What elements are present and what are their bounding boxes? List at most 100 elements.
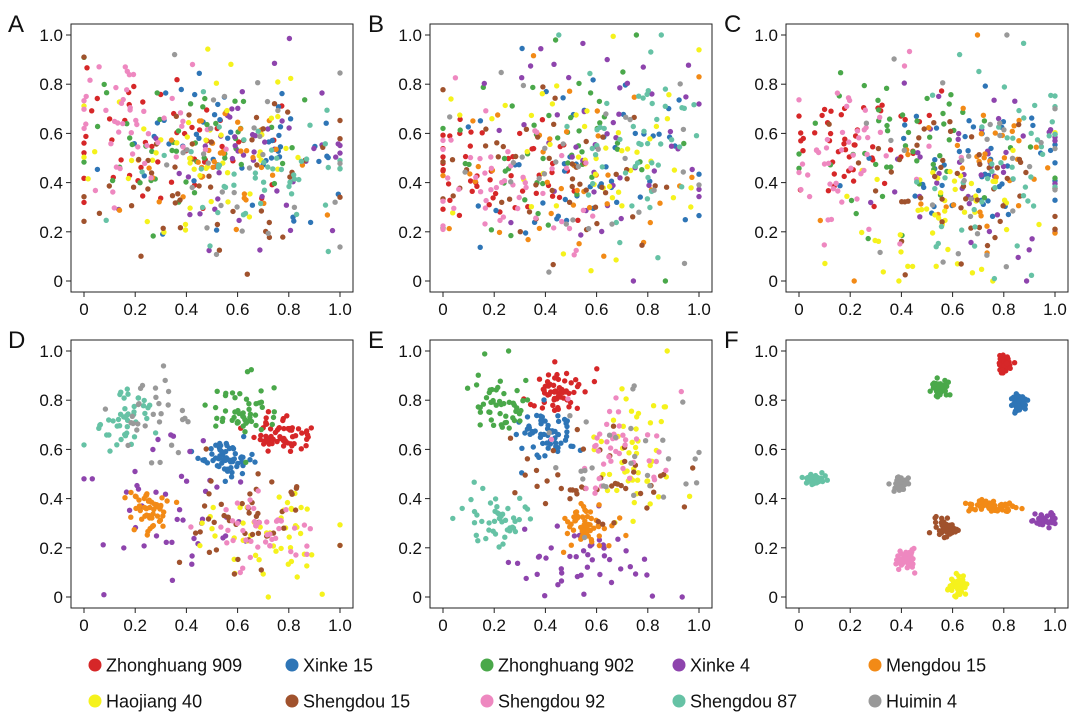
- point-huimin-4: [135, 401, 142, 408]
- point-shengdou-92: [240, 565, 246, 571]
- point-shengdou-87: [517, 495, 523, 501]
- point-mengdou-15: [604, 201, 610, 207]
- point-xinke-4: [640, 64, 646, 70]
- point-xinke-15: [1020, 395, 1026, 402]
- point-zhonghuang-902: [935, 381, 941, 387]
- point-shengdou-15: [902, 272, 908, 278]
- point-shengdou-87: [935, 240, 941, 247]
- point-shengdou-87: [103, 217, 109, 223]
- point-xinke-15: [1016, 398, 1022, 404]
- point-shengdou-15: [258, 208, 265, 214]
- point-shengdou-15: [583, 187, 589, 193]
- point-shengdou-92: [846, 139, 852, 145]
- point-shengdou-92: [854, 128, 861, 134]
- point-zhonghuang-902: [960, 109, 966, 116]
- point-shengdou-92: [180, 118, 186, 125]
- point-shengdou-87: [490, 528, 496, 534]
- point-shengdou-15: [337, 136, 343, 142]
- point-shengdou-15: [169, 193, 176, 199]
- point-xinke-15: [316, 158, 322, 165]
- y-tick-label: 0.4: [398, 490, 422, 509]
- point-zhonghuang-902: [488, 227, 495, 233]
- point-shengdou-87: [131, 434, 138, 440]
- point-huimin-4: [961, 177, 967, 184]
- point-huimin-4: [891, 488, 897, 494]
- point-huimin-4: [168, 442, 175, 448]
- point-shengdou-87: [473, 532, 479, 538]
- point-haojiang-40: [620, 423, 626, 429]
- point-mengdou-15: [578, 500, 584, 507]
- point-xinke-4: [580, 40, 586, 47]
- point-xinke-15: [1029, 115, 1035, 121]
- point-shengdou-15: [644, 505, 650, 511]
- point-zhonghuang-902: [150, 233, 156, 239]
- point-xinke-4: [597, 571, 603, 578]
- point-shengdou-92: [108, 141, 114, 147]
- point-shengdou-87: [122, 406, 128, 412]
- point-xinke-4: [573, 554, 579, 560]
- point-shengdou-15: [500, 143, 506, 150]
- point-shengdou-15: [96, 210, 103, 216]
- point-xinke-4: [966, 200, 972, 207]
- point-mengdou-15: [1009, 128, 1015, 134]
- point-zhonghuang-909: [174, 77, 180, 83]
- point-shengdou-87: [1028, 130, 1034, 136]
- point-mengdou-15: [817, 217, 823, 224]
- point-xinke-4: [168, 432, 174, 438]
- point-mengdou-15: [143, 512, 149, 519]
- point-huimin-4: [130, 420, 136, 427]
- point-mengdou-15: [962, 500, 969, 506]
- point-xinke-15: [656, 131, 662, 137]
- point-shengdou-87: [142, 410, 148, 417]
- point-xinke-4: [214, 484, 220, 490]
- point-shengdou-87: [487, 500, 494, 506]
- point-zhonghuang-909: [288, 441, 294, 447]
- point-haojiang-40: [581, 123, 588, 130]
- point-shengdou-87: [260, 179, 267, 185]
- point-haojiang-40: [635, 410, 642, 417]
- point-zhonghuang-909: [219, 143, 225, 150]
- point-mengdou-15: [150, 511, 156, 517]
- point-xinke-15: [555, 445, 561, 451]
- point-shengdou-15: [540, 84, 546, 90]
- point-xinke-4: [286, 125, 292, 131]
- point-haojiang-40: [644, 478, 650, 484]
- point-xinke-4: [1026, 247, 1032, 253]
- point-mengdou-15: [601, 253, 607, 259]
- point-xinke-15: [568, 443, 574, 449]
- point-shengdou-15: [506, 196, 513, 202]
- point-xinke-4: [1029, 236, 1035, 242]
- point-shengdou-92: [135, 144, 141, 150]
- point-shengdou-15: [905, 198, 911, 204]
- point-shengdou-92: [264, 532, 270, 538]
- point-shengdou-15: [285, 109, 291, 115]
- legend-item-xinke-4: Xinke 4: [672, 656, 750, 676]
- point-shengdou-92: [613, 448, 619, 455]
- point-haojiang-40: [502, 102, 508, 109]
- point-haojiang-40: [897, 232, 903, 238]
- point-zhonghuang-902: [271, 385, 277, 391]
- point-xinke-4: [696, 193, 702, 200]
- point-huimin-4: [660, 494, 667, 500]
- point-zhonghuang-902: [942, 377, 948, 384]
- point-mengdou-15: [233, 226, 239, 233]
- y-tick-label: 1.0: [398, 26, 422, 45]
- point-shengdou-92: [595, 448, 602, 454]
- point-xinke-15: [228, 474, 235, 480]
- x-tick-label: 0: [79, 616, 88, 635]
- point-shengdou-92: [144, 142, 150, 149]
- point-xinke-15: [1052, 160, 1058, 166]
- point-shengdou-15: [160, 225, 166, 231]
- point-shengdou-87: [307, 122, 313, 128]
- point-mengdou-15: [596, 542, 603, 549]
- point-xinke-4: [534, 571, 540, 577]
- point-zhonghuang-909: [479, 130, 485, 136]
- point-shengdou-15: [280, 234, 286, 240]
- x-tick-label: 0: [794, 616, 803, 635]
- point-haojiang-40: [203, 137, 209, 143]
- point-huimin-4: [1052, 106, 1058, 112]
- point-shengdou-92: [850, 152, 856, 158]
- point-xinke-4: [623, 548, 629, 554]
- point-huimin-4: [156, 419, 163, 425]
- point-zhonghuang-909: [552, 359, 558, 365]
